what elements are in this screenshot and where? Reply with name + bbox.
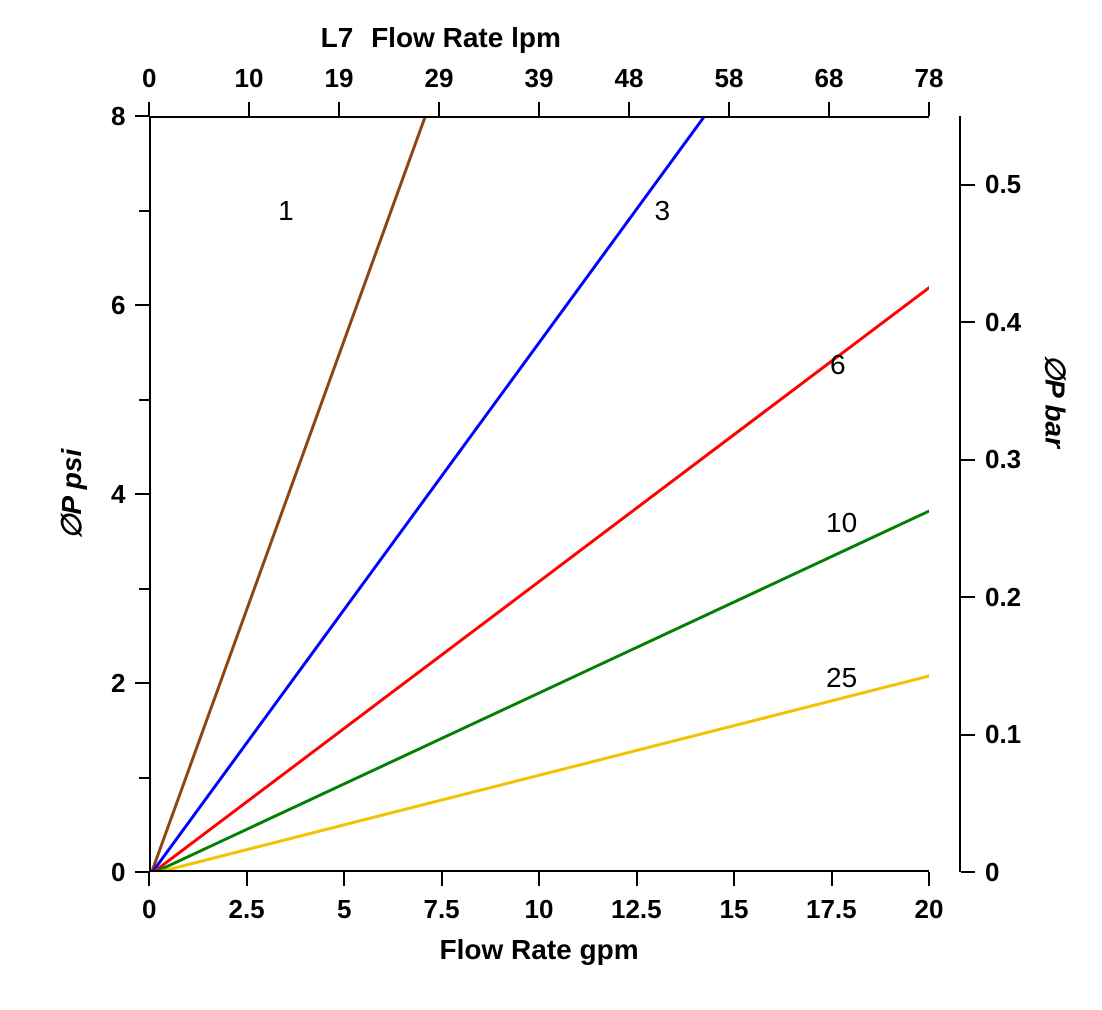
y-right-tick <box>961 321 975 323</box>
x-bottom-tick-label: 17.5 <box>806 894 857 925</box>
x-top-tick-label: 78 <box>915 63 944 94</box>
x-top-tick-label: 48 <box>615 63 644 94</box>
x-bottom-tick-label: 20 <box>915 894 944 925</box>
series-line-6 <box>151 286 929 872</box>
series-line-10 <box>151 510 929 872</box>
y-left-tick-label: 4 <box>111 479 125 510</box>
x-bottom-tick <box>928 872 930 886</box>
y-left-tick-label: 8 <box>111 101 125 132</box>
y-right-tick-label: 0.3 <box>985 444 1021 475</box>
title-prefix: L7 <box>321 22 354 53</box>
y-right-tick-label: 0.1 <box>985 719 1021 750</box>
y-left-tick <box>135 115 149 117</box>
title-top-text: Flow Rate lpm <box>371 22 561 53</box>
chart-stage: Flow Rate gpm ∅P psi ∅P bar 02.557.51012… <box>0 0 1102 1010</box>
series-label-6: 6 <box>830 349 846 381</box>
y-left-tick <box>135 304 149 306</box>
x-top-tick <box>338 102 340 116</box>
axis-title-bottom: Flow Rate gpm <box>440 934 639 966</box>
x-top-tick <box>828 102 830 116</box>
x-top-tick <box>728 102 730 116</box>
x-bottom-tick <box>343 872 345 886</box>
series-label-25: 25 <box>826 662 857 694</box>
x-top-tick <box>148 102 150 116</box>
y-left-tick-label: 2 <box>111 668 125 699</box>
x-bottom-tick-label: 0 <box>142 894 156 925</box>
x-top-tick-label: 68 <box>815 63 844 94</box>
series-label-3: 3 <box>655 195 671 227</box>
y-left-tick-label: 0 <box>111 857 125 888</box>
x-bottom-tick-label: 15 <box>720 894 749 925</box>
x-bottom-tick <box>148 872 150 886</box>
y-right-tick <box>961 734 975 736</box>
y-right-tick-label: 0.2 <box>985 582 1021 613</box>
x-top-tick-label: 10 <box>235 63 264 94</box>
series-line-3 <box>151 118 929 872</box>
series-label-10: 10 <box>826 507 857 539</box>
x-top-tick <box>928 102 930 116</box>
x-top-tick <box>628 102 630 116</box>
x-bottom-tick-label: 5 <box>337 894 351 925</box>
x-bottom-tick <box>246 872 248 886</box>
y-right-tick <box>961 184 975 186</box>
y-left-minor-tick <box>139 777 149 779</box>
y-left-minor-tick <box>139 399 149 401</box>
series-line-1 <box>151 118 929 872</box>
y-right-tick <box>961 459 975 461</box>
y-right-tick-label: 0.5 <box>985 169 1021 200</box>
y-left-tick <box>135 493 149 495</box>
right-axis-line <box>959 116 961 872</box>
x-top-tick <box>538 102 540 116</box>
x-top-tick-label: 19 <box>325 63 354 94</box>
x-bottom-tick <box>538 872 540 886</box>
y-left-tick <box>135 871 149 873</box>
y-right-tick <box>961 596 975 598</box>
x-top-tick-label: 58 <box>715 63 744 94</box>
y-left-tick <box>135 682 149 684</box>
x-bottom-tick-label: 2.5 <box>229 894 265 925</box>
x-bottom-tick-label: 7.5 <box>424 894 460 925</box>
x-top-tick-label: 39 <box>525 63 554 94</box>
series-label-1: 1 <box>278 195 294 227</box>
x-top-tick <box>438 102 440 116</box>
axis-title-top: L7 Flow Rate lpm <box>321 22 561 54</box>
y-right-tick-label: 0 <box>985 857 999 888</box>
x-bottom-tick <box>636 872 638 886</box>
y-left-minor-tick <box>139 210 149 212</box>
y-left-minor-tick <box>139 588 149 590</box>
series-lines <box>151 118 929 872</box>
x-bottom-tick <box>441 872 443 886</box>
x-top-tick-label: 0 <box>142 63 156 94</box>
series-line-25 <box>151 676 929 872</box>
y-right-tick <box>961 871 975 873</box>
plot-area <box>149 116 929 872</box>
x-bottom-tick-label: 10 <box>525 894 554 925</box>
x-top-tick <box>248 102 250 116</box>
x-top-tick-label: 29 <box>425 63 454 94</box>
x-bottom-tick <box>733 872 735 886</box>
axis-title-left: ∅P psi <box>55 449 88 539</box>
y-left-tick-label: 6 <box>111 290 125 321</box>
x-bottom-tick-label: 12.5 <box>611 894 662 925</box>
x-bottom-tick <box>831 872 833 886</box>
y-right-tick-label: 0.4 <box>985 307 1021 338</box>
axis-title-right: ∅P bar <box>1038 354 1071 447</box>
